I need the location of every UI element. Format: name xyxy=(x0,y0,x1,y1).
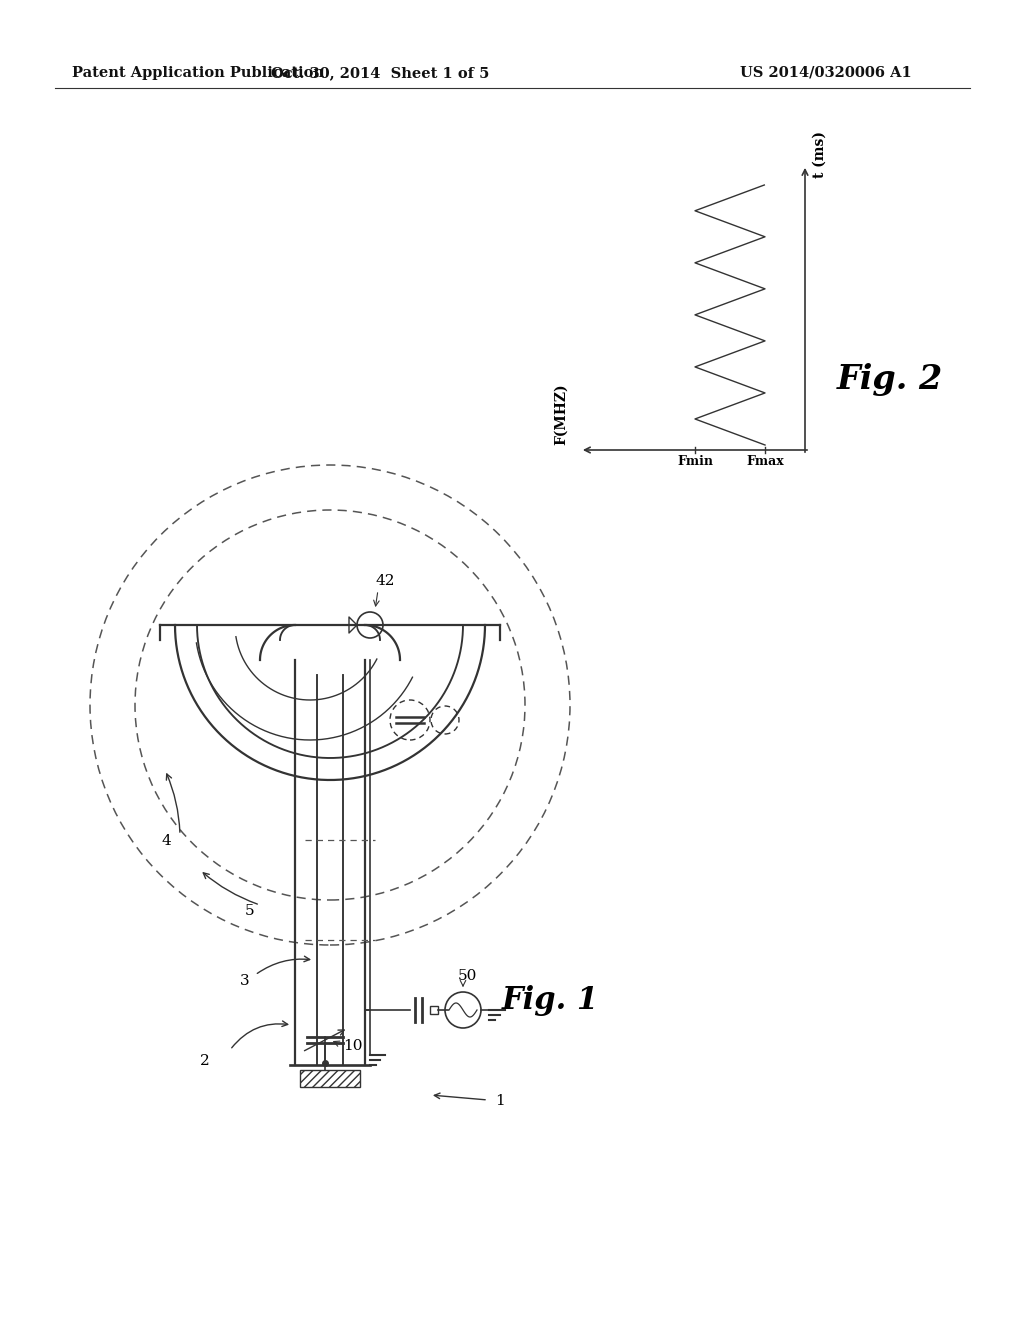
Bar xyxy=(430,1006,438,1014)
Text: 42: 42 xyxy=(375,574,394,587)
Text: 3: 3 xyxy=(240,974,250,987)
Text: 50: 50 xyxy=(458,969,477,983)
Text: Fig. 2: Fig. 2 xyxy=(837,363,943,396)
Text: US 2014/0320006 A1: US 2014/0320006 A1 xyxy=(740,66,911,81)
Bar xyxy=(300,1071,360,1086)
Text: Fmin: Fmin xyxy=(677,455,713,469)
Text: Patent Application Publication: Patent Application Publication xyxy=(72,66,324,81)
Text: Fmax: Fmax xyxy=(746,455,784,469)
Text: 2: 2 xyxy=(200,1053,210,1068)
Text: Oct. 30, 2014  Sheet 1 of 5: Oct. 30, 2014 Sheet 1 of 5 xyxy=(270,66,489,81)
Text: 10: 10 xyxy=(343,1039,362,1053)
Text: t (ms): t (ms) xyxy=(813,132,827,178)
Text: 1: 1 xyxy=(495,1094,505,1107)
Text: 4: 4 xyxy=(162,834,172,847)
Text: 5: 5 xyxy=(245,904,255,917)
Text: F(MHZ): F(MHZ) xyxy=(554,383,568,445)
Text: Fig. 1: Fig. 1 xyxy=(502,985,599,1015)
